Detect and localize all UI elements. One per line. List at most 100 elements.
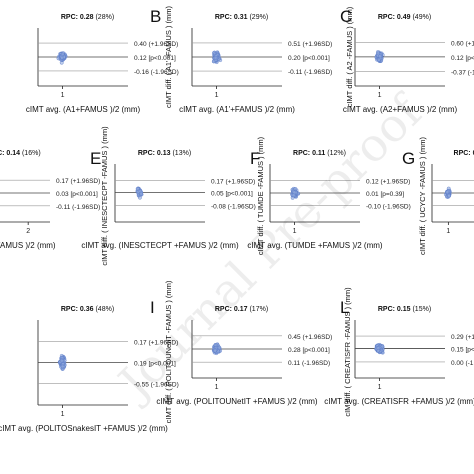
line-label: 0.01 [p=0.39] [366, 191, 404, 198]
panel-letter: B [150, 7, 161, 26]
rpc-label: RPC: 0.13 (13%) [138, 150, 191, 157]
x-axis-label: cIMT avg. (A1+FAMUS )/2 (mm) [26, 105, 141, 114]
panel-6: 1 0.12 (+1.96SD) 0.01 [p=0.39] -0.10 (-1.96… [247, 136, 410, 255]
rpc-label: RPC: 0 [454, 150, 474, 157]
x-tick-label: 1 [378, 384, 382, 391]
y-axis-label: cIMT diff. ( A1' -FAMUS ) (mm) [164, 6, 173, 108]
x-axis-label: cIMT avg. (TUMDE +FAMUS )/2 (mm) [247, 241, 383, 250]
y-axis-label: cIMT diff. ( UCYCY -FAMUS ) (mm) [418, 137, 427, 255]
panel-letter: I [150, 298, 155, 317]
rpc-label: RPC: 0.11 (12%) [293, 150, 346, 157]
rpc-value: RPC: 0.11 [293, 150, 325, 157]
rpc-label: RPC: 0.31 (29%) [215, 14, 268, 21]
panel-10: 1 0.29 (+1.96SD) 0.15 [p<0.001] 0.00 (-1.96… [324, 287, 474, 417]
y-axis-label: cIMT diff. ( POLITOUNetIT -FAMUS ) (mm) [164, 280, 173, 423]
line-label: 0.12 [p<0.001] [134, 55, 176, 62]
panel-letter: F [250, 149, 260, 168]
line-label: 0.05 [p<0.001] [211, 190, 253, 197]
x-axis-label: cIMT avg. (A1'+FAMUS )/2 (mm) [179, 105, 295, 114]
x-tick-label: 1 [215, 92, 219, 99]
rpc-value: RPC: 0.15 [378, 306, 411, 313]
line-label: -0.37 (-1.96SD) [451, 69, 474, 76]
data-point [139, 191, 144, 196]
line-label: 0.15 [p<0.001] [451, 347, 474, 354]
rpc-value: RPC: 0 [454, 150, 474, 157]
data-point [376, 57, 381, 62]
panel-5: 0.17 (+1.96SD) 0.05 [p<0.001] -0.08 (-1.96… [81, 126, 255, 266]
rpc-label: RPC: 0.15 (15%) [378, 306, 431, 313]
line-label: -0.11 (-1.96SD) [288, 69, 332, 76]
panel-8: 1 0.17 (+1.96SD) 0.19 [p<0.001] -0.55 (-1.9… [0, 306, 179, 433]
line-label: 0.28 [p<0.001] [288, 347, 330, 354]
x-tick-label: 1 [61, 92, 65, 99]
panel-2: 1 0.51 (+1.96SD) 0.20 [p<0.001] -0.11 (-1.9… [150, 6, 332, 114]
rpc-label: RPC: 0.49 (49%) [378, 14, 431, 21]
line-label: 0.11 (-1.96SD) [288, 360, 330, 367]
line-label: 0.51 (+1.96SD) [288, 41, 332, 48]
data-point [292, 190, 297, 195]
data-point [213, 55, 218, 60]
data-point [445, 190, 450, 195]
rpc-label: RPC: 0.36 (48%) [61, 306, 114, 313]
line-label: 0.40 (+1.96SD) [134, 41, 178, 48]
data-point [217, 345, 222, 350]
rpc-label: RPC: 0.28 (28%) [61, 14, 114, 21]
y-axis-label: cIMT diff. ( A2 -FAMUS ) (mm) [345, 6, 354, 107]
x-axis-label: CNRIT +FAMUS )/2 (mm) [0, 241, 56, 250]
panel-4: 2 0.17 (+1.96SD) 0.03 [p<0.001] -0.11 (-1.9… [0, 150, 100, 250]
data-point [60, 52, 65, 57]
line-label: 0.12 [p<0.001] [451, 55, 474, 62]
x-axis-label: cIMT avg. (A2+FAMUS )/2 (mm) [343, 105, 458, 114]
line-label: 0.45 (+1.96SD) [288, 334, 332, 341]
line-label: 0.60 (+1.96SD) [451, 41, 474, 48]
x-tick-label: 1 [293, 228, 297, 235]
data-point [376, 346, 381, 350]
panel-9: 1 0.45 (+1.96SD) 0.28 [p<0.001] 0.11 (-1.96… [150, 280, 332, 423]
rpc-value: RPC: 0.49 [378, 14, 411, 21]
rpc-value: RPC: 0.28 [61, 14, 94, 21]
data-point [138, 195, 142, 200]
rpc-value: RPC: 0.17 [215, 306, 248, 313]
line-label: 0.17 (+1.96SD) [56, 178, 100, 185]
y-axis-label: cIMT diff. ( INESCTECPT -FAMUS ) (mm) [100, 126, 109, 266]
rpc-percent: (15%) [411, 306, 432, 313]
line-label: 0.20 [p<0.001] [288, 55, 330, 62]
rpc-percent: (13%) [171, 150, 192, 157]
rpc-value: RPC: 0.14 [0, 150, 20, 157]
panel-letter: L [340, 298, 349, 317]
data-point [60, 364, 65, 369]
y-axis-label: cIM diff. ( CREATISFR -FAMUS ) (mm) [343, 287, 352, 417]
data-point [213, 342, 218, 347]
line-label: 0.29 (+1.96SD) [451, 334, 474, 341]
line-label: -0.55 (-1.96SD) [134, 381, 179, 388]
panel-letter: E [90, 149, 101, 168]
data-point [376, 51, 381, 56]
x-axis-label: cIMT avg. (POLITOSnakesIT +FAMUS )/2 (mm… [0, 424, 168, 433]
rpc-percent: (16%) [20, 150, 41, 157]
rpc-value: RPC: 0.13 [138, 150, 171, 157]
panel-letter: C [340, 7, 352, 26]
line-label: -0.10 (-1.96SD) [366, 203, 411, 210]
line-label: 0.17 (+1.96SD) [134, 340, 178, 347]
x-tick-label: 1 [61, 411, 65, 418]
line-label: -0.08 (-1.96SD) [211, 204, 256, 211]
panel-1: 1 0.40 (+1.96SD) 0.12 [p<0.001] -0.16 (-1.9… [26, 14, 179, 114]
x-axis-label: cIMT avg. (INESCTECPT +FAMUS )/2 (mm) [81, 241, 239, 250]
data-point [59, 358, 64, 363]
rpc-label: RPC: 0.17 (17%) [215, 306, 268, 313]
x-tick-label: 1 [446, 228, 450, 235]
x-tick-label: 2 [26, 228, 30, 235]
rpc-percent: (48%) [94, 306, 115, 313]
y-axis-label: cIMT diff. ( TUMDE -FAMUS ) (mm) [256, 136, 265, 255]
line-label: 0.03 [p<0.001] [56, 191, 98, 198]
panel-3: 1 0.60 (+1.96SD) 0.12 [p<0.001] -0.37 (-1.9… [340, 6, 474, 114]
panel-letter: G [402, 149, 415, 168]
x-axis-label: cIMT avg. (POLITOUNetIT +FAMUS )/2 (mm) [156, 397, 317, 406]
rpc-value: RPC: 0.31 [215, 14, 248, 21]
data-point [378, 54, 383, 58]
rpc-label: RPC: 0.14 (16%) [0, 150, 41, 157]
data-point [60, 55, 65, 60]
rpc-percent: (12%) [325, 150, 346, 157]
data-point [447, 193, 451, 198]
